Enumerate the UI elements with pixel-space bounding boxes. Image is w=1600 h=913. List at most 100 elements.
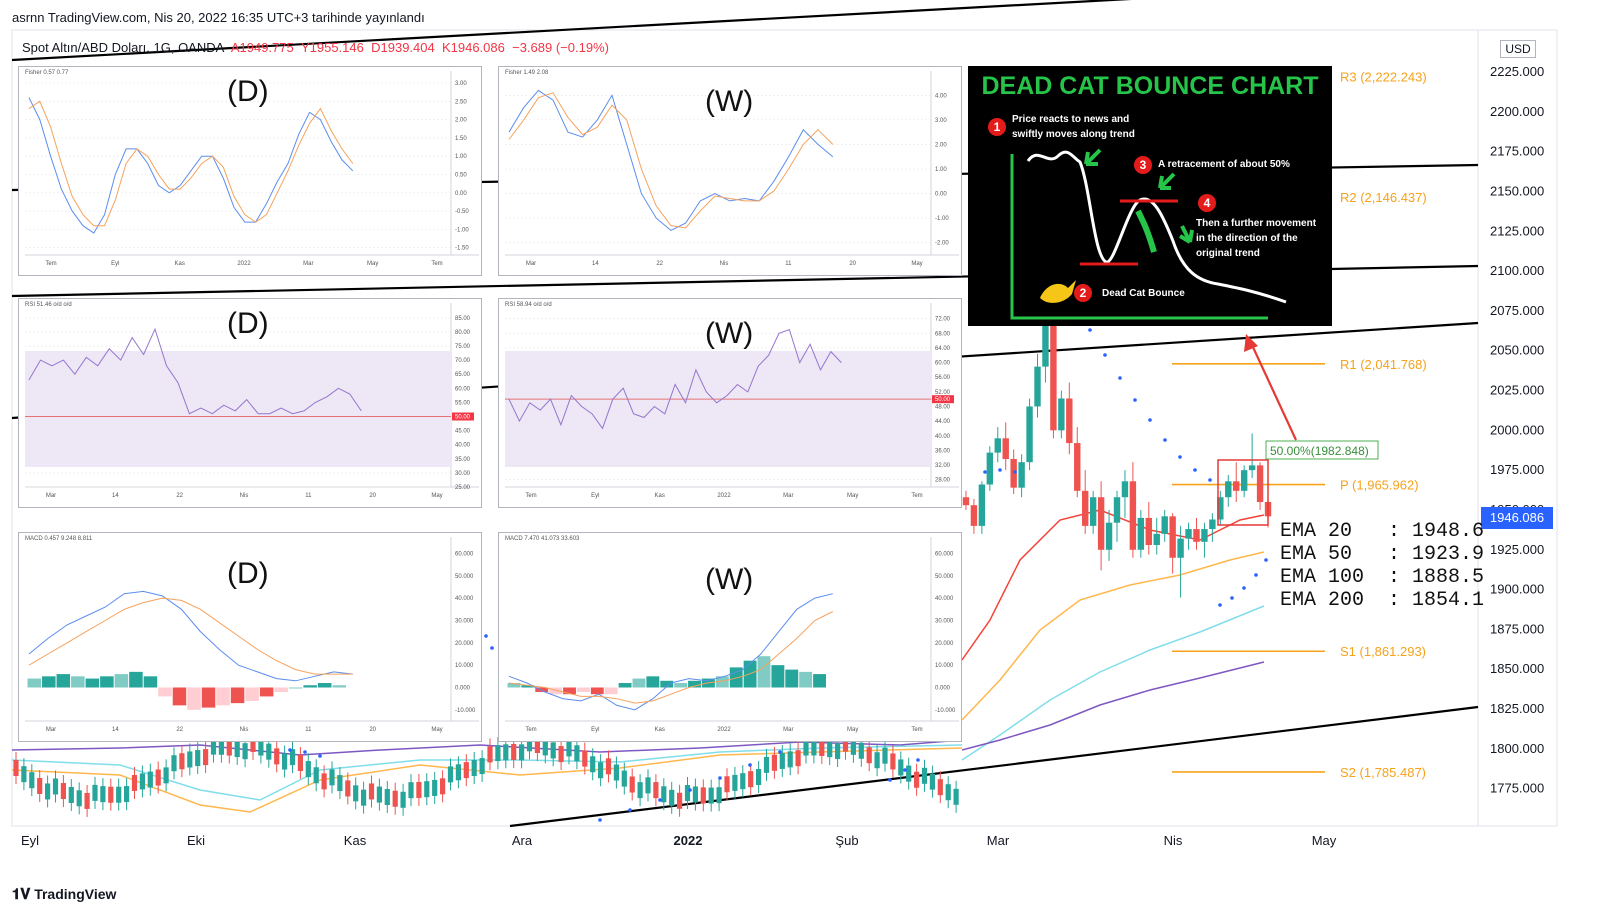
candle-body	[108, 786, 114, 803]
psar-dot	[303, 750, 307, 754]
candle-body	[100, 786, 106, 803]
panel-y-tick: 56.00	[935, 375, 951, 381]
tradingview-logo[interactable]: 𝟏𝐕 TradingView	[12, 886, 117, 903]
psar-dot	[688, 788, 692, 792]
macd-histogram-bar	[85, 678, 100, 688]
panel-y-tick: 60.000	[935, 551, 954, 557]
candle-body	[471, 760, 477, 777]
ema50-line	[961, 551, 1265, 721]
psar-dot	[1254, 573, 1258, 577]
candle-body	[677, 792, 683, 809]
panel-x-tick: 11	[305, 727, 312, 733]
panel-y-tick: 2.00	[935, 142, 947, 148]
time-tick-label: Nis	[1164, 833, 1183, 848]
panel-y-tick: 40.000	[455, 596, 474, 602]
candle-body	[432, 779, 438, 796]
panel-x-tick: Kas	[174, 261, 184, 267]
candle-body	[1153, 533, 1160, 546]
psar-dot	[658, 798, 662, 802]
candle-body	[187, 751, 193, 768]
panel-x-tick: Tem	[911, 727, 922, 733]
candle-body	[131, 774, 138, 791]
candle-body	[337, 775, 343, 792]
candle-body	[842, 735, 849, 752]
candle-body	[771, 754, 777, 771]
panel-y-tick: 72.00	[935, 317, 951, 323]
panel-x-tick: May	[431, 727, 442, 733]
time-tick-label: May	[1312, 833, 1337, 848]
psar-dot	[1264, 558, 1268, 562]
panel-y-tick: 80.00	[455, 330, 471, 336]
macd-histogram-bar	[100, 676, 114, 688]
macd-histogram-bar	[632, 678, 646, 688]
panel-x-tick: Mar	[303, 261, 313, 267]
candle-body	[455, 764, 461, 781]
candle-body	[345, 780, 351, 797]
panel-title: RSI 58.94 o/d o/d	[505, 302, 552, 308]
psar-dot	[778, 750, 782, 754]
candle-body	[866, 747, 872, 764]
price-tick-label: 2225.000	[1490, 64, 1544, 79]
panel-y-tick: 30.000	[455, 618, 474, 624]
macd-histogram-bar	[813, 674, 826, 688]
panel-y-tick: -1.00	[455, 227, 469, 233]
price-tick-label: 1800.000	[1490, 741, 1544, 756]
candle-body	[1074, 443, 1081, 491]
price-tick-label: 1975.000	[1490, 462, 1544, 477]
panel-x-tick: 14	[112, 727, 119, 733]
candle-body	[811, 739, 817, 756]
candle-body	[716, 787, 722, 804]
candle-body	[68, 786, 74, 803]
psar-dot	[888, 778, 892, 782]
candle-body	[598, 762, 604, 779]
panel-y-tick: 1.00	[455, 154, 467, 160]
candle-body	[155, 769, 161, 786]
macd-histogram-bar	[332, 685, 346, 688]
candle-body	[179, 753, 185, 770]
time-tick-label: Eki	[187, 833, 205, 848]
ohlc-open: A1949.775	[230, 40, 294, 55]
candle-body	[84, 792, 90, 809]
macd-histogram-bar	[660, 680, 674, 688]
candle-body	[37, 777, 43, 794]
panel-x-tick: Tem	[525, 493, 536, 499]
panel-y-tick: 3.00	[935, 118, 947, 124]
ema-row: EMA 200 : 1854.1	[1280, 589, 1485, 612]
panel-y-tick: 30.00	[455, 471, 471, 477]
candle-body	[874, 752, 880, 769]
candle-body	[740, 773, 746, 790]
panel-x-tick: Nis	[240, 727, 249, 733]
psar-dot	[318, 754, 322, 758]
candle-body	[353, 785, 359, 802]
panel-y-tick: -0.50	[455, 209, 469, 215]
panel-x-tick: May	[431, 493, 442, 499]
price-tick-label: 1825.000	[1490, 701, 1544, 716]
panel-y-tick: 50.000	[935, 574, 954, 580]
psar-dot	[1088, 328, 1092, 332]
panel-x-tick: 11	[305, 493, 312, 499]
panel-x-tick: Mar	[783, 727, 793, 733]
candle-body	[582, 750, 588, 767]
candle-body	[566, 740, 572, 757]
candle-body	[779, 752, 785, 769]
infographic-drawing	[1010, 148, 1287, 320]
panel-x-tick: Nis	[240, 493, 249, 499]
panel-y-tick: 44.00	[935, 419, 951, 425]
step-text: Dead Cat Bounce	[1102, 288, 1185, 299]
candle-body	[1026, 406, 1033, 463]
indicator-line-2	[508, 92, 834, 229]
candle-body	[242, 743, 248, 760]
candle-body	[898, 759, 904, 776]
candle-body	[890, 753, 896, 770]
price-tick-label: 2100.000	[1490, 263, 1544, 278]
step-text: Then a further movement in the direction…	[1196, 218, 1317, 259]
currency-badge[interactable]: USD	[1500, 40, 1536, 58]
panel-y-tick: 32.00	[935, 463, 951, 469]
candle-body	[329, 769, 335, 786]
candle-body	[305, 761, 311, 778]
price-tick-label: 2050.000	[1490, 343, 1544, 358]
panel-title: RSI 51.46 o/d o/d	[25, 302, 72, 308]
panel-y-tick: -2.00	[935, 241, 949, 247]
panel-y-tick: 60.000	[455, 551, 474, 557]
ema-value: 1948.6	[1412, 520, 1485, 543]
